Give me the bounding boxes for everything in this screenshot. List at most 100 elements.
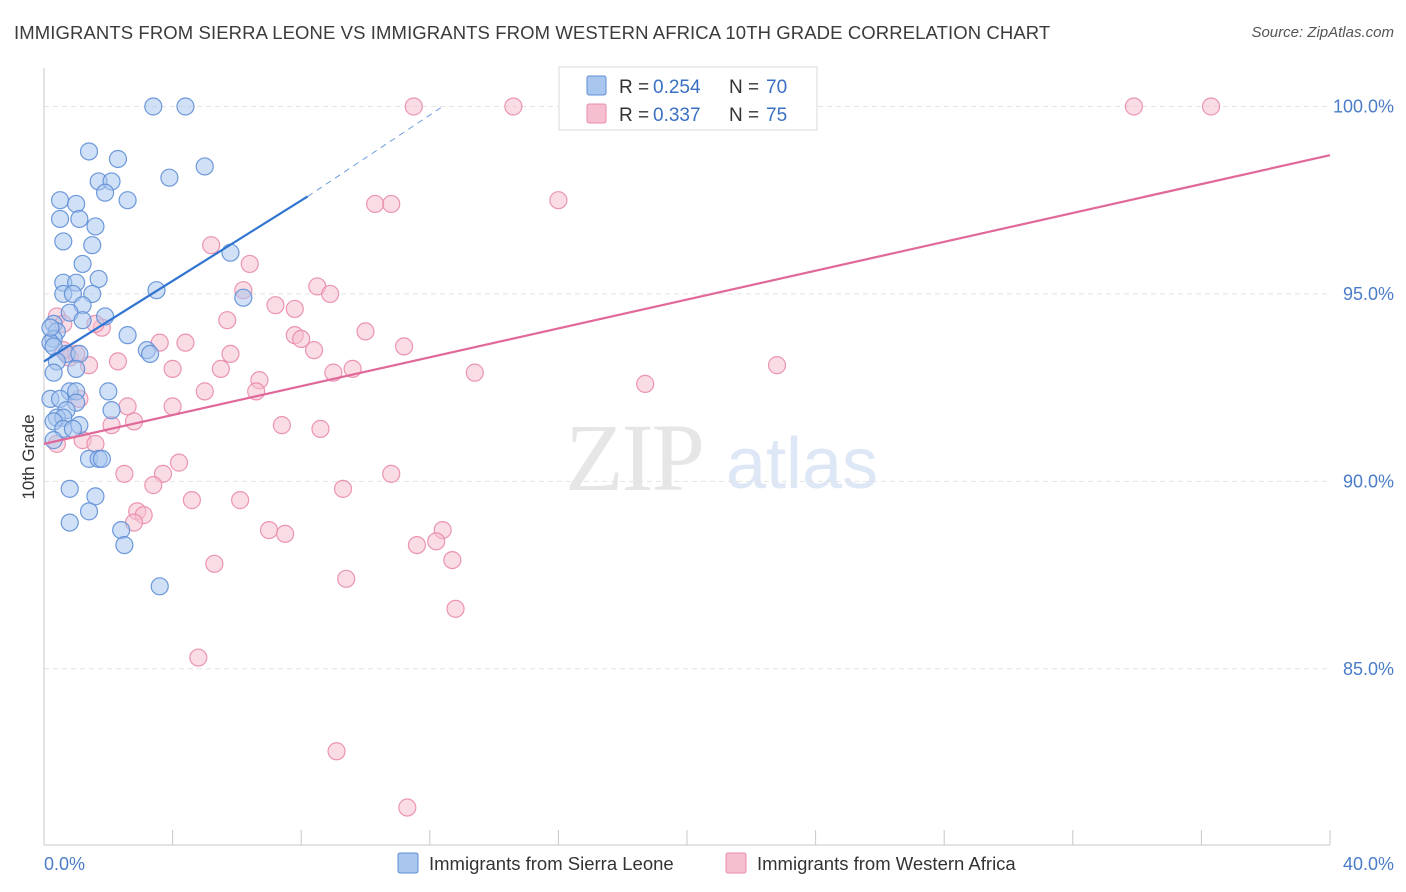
legend-r-label-1: R =: [619, 77, 654, 98]
scatter-point-western-africa: [276, 524, 295, 543]
scatter-point-western-africa: [427, 532, 446, 551]
scatter-point-western-africa: [304, 341, 324, 360]
scatter-point-western-africa: [108, 352, 128, 371]
scatter-point-western-africa: [189, 648, 208, 667]
scatter-point-western-africa: [285, 299, 304, 319]
legend-n-label-1: N =: [729, 77, 764, 98]
scatter-point-western-africa: [176, 333, 195, 352]
scatter-point-sierra-leone: [63, 419, 83, 438]
scatter-point-western-africa: [1201, 97, 1221, 116]
y-tick-label: 95.0%: [1343, 284, 1394, 304]
scatter-point-sierra-leone: [160, 168, 179, 187]
chart-title: IMMIGRANTS FROM SIERRA LEONE VS IMMIGRAN…: [14, 22, 1051, 43]
scatter-point-western-africa: [1124, 97, 1143, 116]
scatter-point-western-africa: [337, 569, 356, 588]
trend-line-sierra-leone-extension: [307, 106, 443, 197]
scatter-point-sierra-leone: [150, 577, 169, 596]
scatter-point-sierra-leone: [112, 520, 131, 540]
scatter-point-western-africa: [404, 97, 423, 116]
scatter-point-sierra-leone: [92, 449, 111, 468]
scatter-point-western-africa: [292, 329, 311, 349]
scatter-point-western-africa: [144, 476, 163, 495]
scatter-point-sierra-leone: [70, 209, 89, 229]
scatter-point-western-africa: [115, 464, 134, 483]
scatter-point-sierra-leone: [144, 97, 163, 116]
scatter-point-sierra-leone: [95, 183, 115, 202]
scatter-point-western-africa: [205, 554, 224, 573]
scatter-point-sierra-leone: [67, 359, 86, 378]
legend-swatch-pink: [586, 103, 607, 124]
legend-n-value-2: 75: [766, 105, 787, 126]
scatter-point-sierra-leone: [118, 326, 137, 345]
scatter-point-sierra-leone: [44, 363, 63, 382]
scatter-point-western-africa: [465, 363, 484, 382]
scatter-point-sierra-leone: [115, 535, 134, 555]
scatter-point-western-africa: [218, 311, 237, 330]
scatter-point-western-africa: [240, 254, 259, 274]
gridlines: [44, 105, 1330, 670]
trend-line-sierra-leone: [43, 195, 309, 363]
scatter-point-sierra-leone: [140, 344, 160, 364]
scatter-point-sierra-leone: [73, 254, 92, 274]
scatter-point-sierra-leone: [41, 318, 60, 337]
scatter-point-western-africa: [504, 97, 523, 116]
scatter-point-western-africa: [382, 194, 401, 214]
scatter-point-sierra-leone: [60, 479, 79, 498]
scatter-point-western-africa: [266, 296, 285, 315]
scatter-point-western-africa: [636, 374, 655, 393]
scatter-point-sierra-leone: [73, 311, 92, 330]
x-tick-label-max: 40.0%: [1343, 854, 1394, 874]
legend-r-value-2: 0.337: [653, 105, 701, 126]
y-tick-label: 85.0%: [1343, 659, 1394, 679]
legend-n-value-1: 70: [766, 77, 787, 98]
source-label: Source: ZipAtlas.com: [1251, 24, 1394, 41]
scatter-point-sierra-leone: [99, 382, 118, 401]
scatter-point-sierra-leone: [70, 344, 89, 364]
legend-box: R = 0.254 N = 70 R = 0.337 N = 75: [558, 66, 818, 131]
bottom-legend-label-western-africa: Immigrants from Western Africa: [757, 853, 1016, 874]
scatter-point-sierra-leone: [60, 513, 79, 532]
scatter-point-sierra-leone: [102, 401, 121, 420]
scatter-point-sierra-leone: [176, 97, 195, 116]
scatter-point-sierra-leone: [86, 487, 105, 506]
legend-r-label-2: R =: [619, 105, 654, 126]
scatter-point-western-africa: [356, 322, 375, 341]
scatter-point-western-africa: [182, 491, 201, 510]
scatter-point-western-africa: [446, 599, 465, 618]
y-axis-label: 10th Grade: [19, 414, 38, 499]
scatter-point-western-africa: [259, 520, 279, 540]
scatter-point-sierra-leone: [195, 157, 214, 176]
scatter-point-sierra-leone: [79, 502, 99, 521]
scatter-point-sierra-leone: [50, 191, 70, 210]
bottom-legend-swatch-pink: [725, 852, 747, 874]
scatter-point-sierra-leone: [86, 217, 105, 236]
scatter-point-western-africa: [163, 397, 182, 416]
bottom-legend-swatch-blue: [397, 852, 419, 874]
x-tick-label-min: 0.0%: [44, 854, 85, 874]
watermark-zip: ZIP: [565, 404, 703, 511]
scatter-point-western-africa: [549, 191, 568, 210]
scatter-point-western-africa: [333, 479, 353, 498]
scatter-point-western-africa: [169, 453, 189, 472]
scatter-point-western-africa: [394, 337, 414, 356]
series-sierra-leone-points: [41, 97, 253, 596]
scatter-point-western-africa: [311, 419, 330, 438]
scatter-point-western-africa: [211, 359, 230, 378]
bottom-legend-label-sierra-leone: Immigrants from Sierra Leone: [429, 853, 674, 874]
scatter-point-western-africa: [272, 416, 292, 435]
scatter-point-sierra-leone: [50, 209, 70, 229]
scatter-point-western-africa: [231, 491, 250, 510]
scatter-point-western-africa: [195, 382, 214, 401]
scatter-point-western-africa: [767, 356, 787, 375]
trend-lines: [43, 106, 1331, 445]
watermark-atlas: atlas: [726, 424, 878, 504]
scatter-point-western-africa: [382, 464, 401, 483]
scatter-point-sierra-leone: [118, 191, 137, 210]
scatter-point-sierra-leone: [89, 269, 108, 289]
scatter-point-sierra-leone: [79, 142, 99, 161]
scatter-point-western-africa: [398, 798, 417, 817]
scatter-point-western-africa: [163, 359, 182, 378]
scatter-point-western-africa: [443, 550, 462, 570]
legend-n-label-2: N =: [729, 105, 764, 126]
